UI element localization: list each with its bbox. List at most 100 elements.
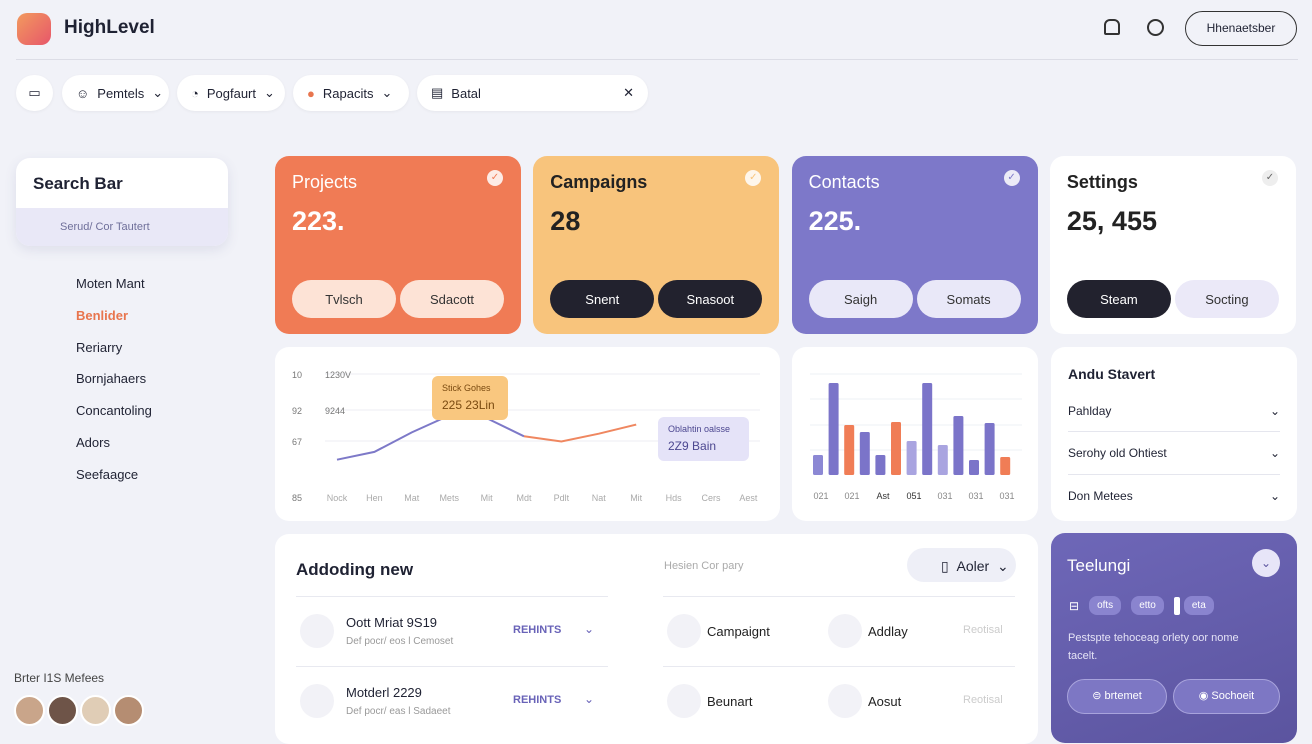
row: Oott Mriat 9S19 Def pocr/ eos l Cemoset RE… (296, 596, 608, 666)
annotation-title: Oblahtin oalsse (668, 424, 730, 434)
x-tick-label: 031 (937, 491, 952, 501)
x-tick-label: 031 (999, 491, 1014, 501)
filter[interactable]: ● Rapacits ⌄ (293, 75, 409, 111)
bell-icon[interactable] (1104, 19, 1120, 35)
card-value: 225. (808, 206, 862, 236)
bar (937, 445, 948, 475)
card-title: Settings (1066, 172, 1138, 192)
row-icon (667, 614, 701, 648)
card-button[interactable]: Tvlsch (292, 280, 396, 318)
bar (906, 441, 917, 475)
line (336, 414, 525, 461)
accordion-label: Don Metees (1068, 489, 1133, 503)
line (523, 423, 637, 443)
x-tick-label: Nock (327, 493, 348, 503)
card-title: Campaigns (550, 172, 648, 192)
search-input[interactable]: Serud/ Cor Tautert (16, 208, 228, 246)
row-link[interactable]: REHINTS (513, 624, 562, 636)
row-sub: Def pocr/ eos l Cemoset (346, 636, 454, 647)
bar (891, 422, 901, 475)
chevron: ⌄ (1269, 489, 1280, 503)
x-tick-label: 051 (906, 491, 921, 501)
nav-item[interactable]: Seefaagce (76, 466, 139, 482)
row-icon (828, 684, 862, 718)
bar (984, 423, 995, 475)
row-icon (300, 684, 334, 718)
nav-item[interactable]: Benlider (76, 307, 129, 323)
accordion-item[interactable]: Serohy old Ohtiest ⌄ (1068, 433, 1280, 475)
accordion: Andu Stavert Pahlday ⌄ Serohy old Ohtiest ⌄… (1051, 347, 1297, 521)
x-tick-label: 021 (844, 491, 859, 501)
nav-item[interactable]: Concantoling (76, 403, 152, 419)
card: Campaigns ✓ 28 Snent Snasoot (533, 156, 780, 334)
annotation-box (432, 376, 508, 420)
card-button[interactable]: Snent (550, 280, 655, 318)
card-button[interactable]: Sdacott (400, 280, 504, 318)
accordion-label: Serohy old Ohtiest (1068, 446, 1167, 460)
header-button[interactable]: Hhenaetsber (1185, 11, 1297, 46)
search-panel: Search Bar Serud/ Cor Tautert (16, 158, 228, 246)
card-title: Projects (292, 172, 358, 192)
card-value: 25, 455 (1066, 206, 1157, 236)
card-value: 223. (292, 206, 345, 236)
x-tick-label: 031 (968, 491, 983, 501)
annotation-title: Stick Gohes (442, 383, 491, 393)
search[interactable]: ▤ Batal ✕ (417, 75, 648, 111)
row-item[interactable]: Reotisal (963, 694, 1003, 706)
card-button[interactable]: Steam (1066, 280, 1171, 318)
settings-icon[interactable] (1147, 19, 1164, 36)
filter[interactable]: ☺ Pemtels ⌄ (62, 75, 169, 111)
bar (875, 455, 886, 475)
chip-icon: ⊟ (1069, 598, 1080, 613)
row: Beunart Aosut Reotisal (663, 666, 1015, 736)
promo-button[interactable]: ◉ Sochoeit (1173, 679, 1280, 714)
chevron: ⌄ (1269, 446, 1280, 460)
team-label: Brter I1S Mefees (14, 671, 105, 685)
card-button[interactable]: Saigh (808, 280, 913, 318)
dropdown-label: Aoler (956, 558, 990, 574)
card-button[interactable]: Somats (916, 280, 1021, 318)
row-item[interactable]: Aosut (868, 694, 902, 709)
x-tick-label: Mdt (516, 493, 532, 503)
x-tick-label: 021 (813, 491, 828, 501)
row-sub: Def pocr/ eas l Sadaeet (346, 706, 451, 717)
accordion-item[interactable]: Don Metees ⌄ (1068, 475, 1280, 517)
nav-item[interactable]: Bornjahaers (76, 371, 147, 387)
row-item[interactable]: Reotisal (963, 624, 1003, 636)
filter-label: Pemtels (97, 85, 145, 101)
accordion-label: Pahlday (1068, 403, 1112, 418)
card-button[interactable]: Snasoot (658, 280, 763, 318)
bar (922, 383, 933, 475)
filter[interactable]: ◔ Pogfaurt ⌄ (177, 75, 285, 111)
card-button[interactable]: Socting (1174, 280, 1279, 318)
row-link[interactable]: REHINTS (513, 694, 562, 706)
filter-label: Pogfaurt (206, 85, 257, 101)
promo-toggle[interactable]: ⌄ (1252, 549, 1280, 577)
row-item[interactable]: Addlay (868, 624, 908, 639)
row-item[interactable]: Campaignt (707, 624, 770, 639)
row-icon (667, 684, 701, 718)
chip: ofts (1089, 596, 1122, 615)
card-check: ✓ (745, 170, 762, 186)
bar (969, 460, 979, 475)
accordion-item[interactable]: Pahlday ⌄ (1068, 390, 1280, 432)
filter-icon[interactable]: ▭ (16, 75, 53, 111)
avatars (14, 695, 144, 726)
nav-item[interactable]: Reriarry (76, 339, 123, 355)
annotation-box (658, 417, 749, 461)
nav-item[interactable]: Adors (76, 435, 110, 450)
nav-item[interactable]: Moten Mant (76, 276, 145, 291)
annotation-text: 225 23Lin (442, 398, 495, 412)
promo-text: Pestspte tehoceag orlety oor nome tacelt… (1068, 632, 1239, 662)
row-icon (300, 614, 334, 648)
promo-button[interactable]: ⊜ brtemet (1067, 679, 1167, 714)
y-tick-label: 10 (292, 370, 302, 380)
row: Motderl 2229 Def pocr/ eas l Sadaeet REHIN… (296, 666, 608, 736)
card-check: ✓ (1003, 170, 1020, 186)
row-item[interactable]: Beunart (707, 694, 753, 709)
x-tick-label: Pdlt (554, 493, 570, 503)
dropdown[interactable]: ▯ Aoler ⌄ (907, 548, 1016, 582)
chips: ⊟ ofts etto eta (1069, 596, 1214, 615)
search-title: Search Bar (33, 174, 123, 193)
